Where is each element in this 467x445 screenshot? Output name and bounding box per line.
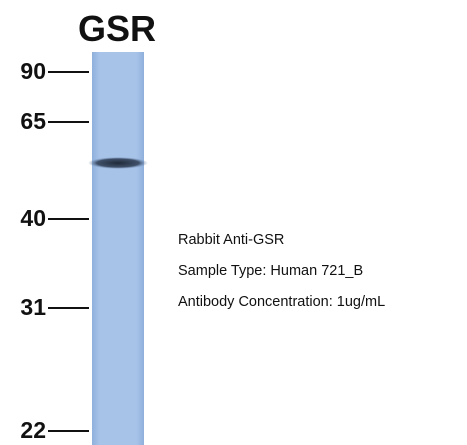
marker-label: 31 bbox=[20, 294, 46, 320]
protein-band bbox=[88, 157, 148, 169]
blot-title: GSR bbox=[78, 8, 156, 49]
marker-label: 40 bbox=[20, 205, 46, 231]
info-line: Rabbit Anti-GSR bbox=[178, 232, 284, 248]
marker-label: 65 bbox=[20, 108, 46, 134]
blot-lane bbox=[92, 52, 144, 445]
marker-label: 22 bbox=[20, 417, 46, 443]
marker-label: 90 bbox=[20, 58, 46, 84]
marker-ladder: 90 65 40 31 22 bbox=[20, 58, 89, 443]
info-line: Antibody Concentration: 1ug/mL bbox=[178, 294, 385, 310]
info-line: Sample Type: Human 721_B bbox=[178, 263, 363, 279]
info-text: Rabbit Anti-GSR Sample Type: Human 721_B A… bbox=[178, 232, 385, 310]
